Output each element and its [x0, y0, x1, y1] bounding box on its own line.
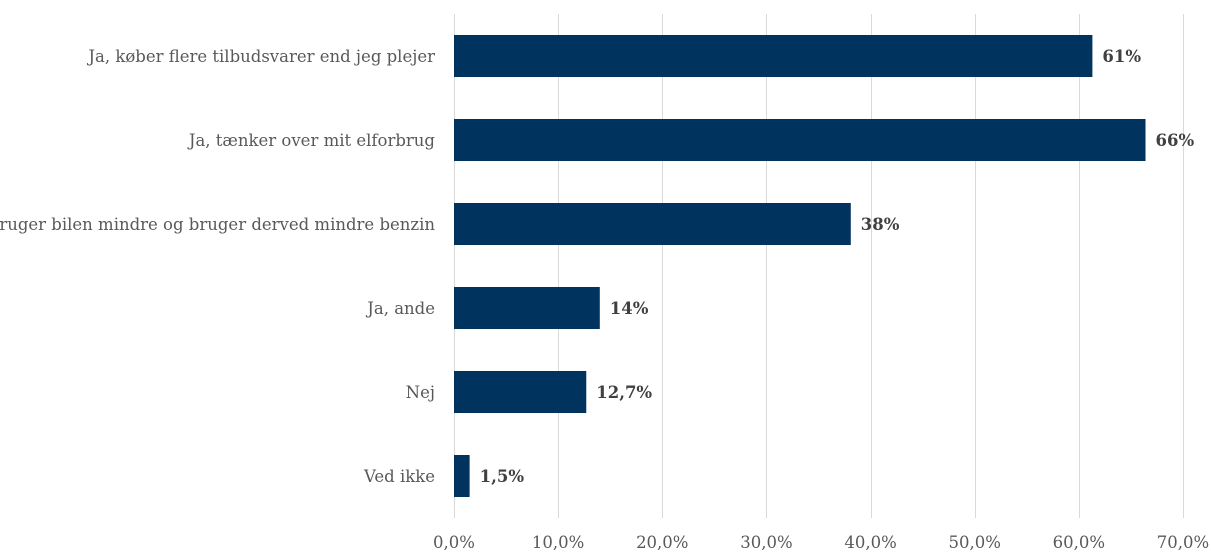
- data-label: 12,7%: [596, 383, 652, 402]
- category-label: Ja, bruger bilen mindre og bruger derved…: [0, 215, 435, 234]
- data-label: 14%: [610, 299, 649, 318]
- bar: [454, 455, 470, 497]
- data-label: 61%: [1102, 47, 1141, 66]
- x-tick-label: 20,0%: [636, 533, 688, 552]
- data-label: 1,5%: [480, 467, 525, 486]
- x-tick-label: 30,0%: [740, 533, 792, 552]
- bar: [454, 119, 1146, 161]
- category-label: Ja, køber flere tilbudsvarer end jeg ple…: [86, 47, 435, 66]
- category-label: Ja, ande: [365, 299, 435, 318]
- data-label: 38%: [861, 215, 900, 234]
- bar: [454, 203, 851, 245]
- category-label: Nej: [406, 383, 435, 402]
- category-label: Ved ikke: [363, 467, 435, 486]
- x-tick-label: 60,0%: [1053, 533, 1105, 552]
- category-labels: Ja, køber flere tilbudsvarer end jeg ple…: [0, 47, 435, 486]
- x-axis-tick-labels: 0,0% 10,0% 20,0% 30,0% 40,0% 50,0% 60,0% 70,0%: [433, 533, 1209, 552]
- gridlines: [454, 14, 1184, 518]
- bars: [454, 35, 1146, 497]
- bar: [454, 371, 587, 413]
- data-labels: 61% 66% 38% 14% 12,7% 1,5%: [480, 47, 1195, 486]
- x-tick-label: 40,0%: [844, 533, 896, 552]
- x-tick-label: 70,0%: [1157, 533, 1209, 552]
- x-tick-label: 0,0%: [433, 533, 475, 552]
- category-label: Ja, tænker over mit elforbrug: [187, 131, 436, 150]
- bar: [454, 287, 600, 329]
- data-label: 66%: [1156, 131, 1195, 150]
- x-tick-label: 50,0%: [949, 533, 1001, 552]
- x-tick-label: 10,0%: [532, 533, 584, 552]
- bar: [454, 35, 1093, 77]
